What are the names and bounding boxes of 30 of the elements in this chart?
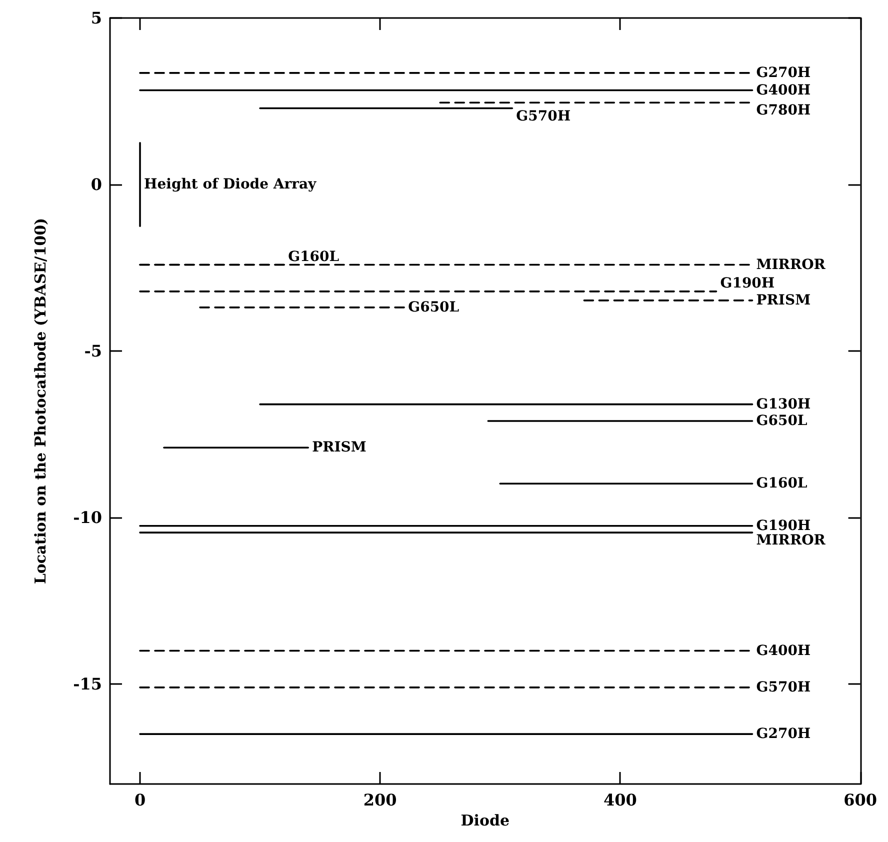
y-tick-label: 5 [90,8,102,28]
annotation: G130H [756,396,811,412]
annotation: Height of Diode Array [144,176,318,193]
x-tick-label: 600 [844,790,878,810]
y-tick-label: -15 [73,674,102,694]
annotation: G780H [756,102,811,119]
annotation: G270H [756,726,811,742]
annotation: MIRROR [756,532,826,549]
annotation: G400H [756,642,811,659]
x-axis-title: Diode [460,811,510,830]
annotation: G270H [756,64,811,81]
annotation: G190H [756,518,811,534]
annotation: G570H [756,679,811,696]
annotation: G650L [756,412,808,429]
annotation: G400H [756,82,811,98]
x-tick-label: 400 [604,790,637,810]
annotation: G160L [288,248,340,265]
annotation: G570H [516,108,571,124]
annotation: PRISM [756,292,811,308]
annotation: PRISM [312,440,366,456]
x-tick-label: 200 [363,790,397,810]
y-tick-label: 0 [90,175,102,194]
x-tick-label: 0 [134,790,146,810]
annotation: G650L [408,299,460,316]
annotation: G160L [756,476,808,492]
y-axis-title: Location on the Photocathode (YBASE/100) [32,218,50,584]
annotation: G190H [720,275,775,292]
annotation: MIRROR [756,256,826,273]
y-tick-label: -5 [84,342,102,361]
y-tick-label: -10 [73,508,102,528]
